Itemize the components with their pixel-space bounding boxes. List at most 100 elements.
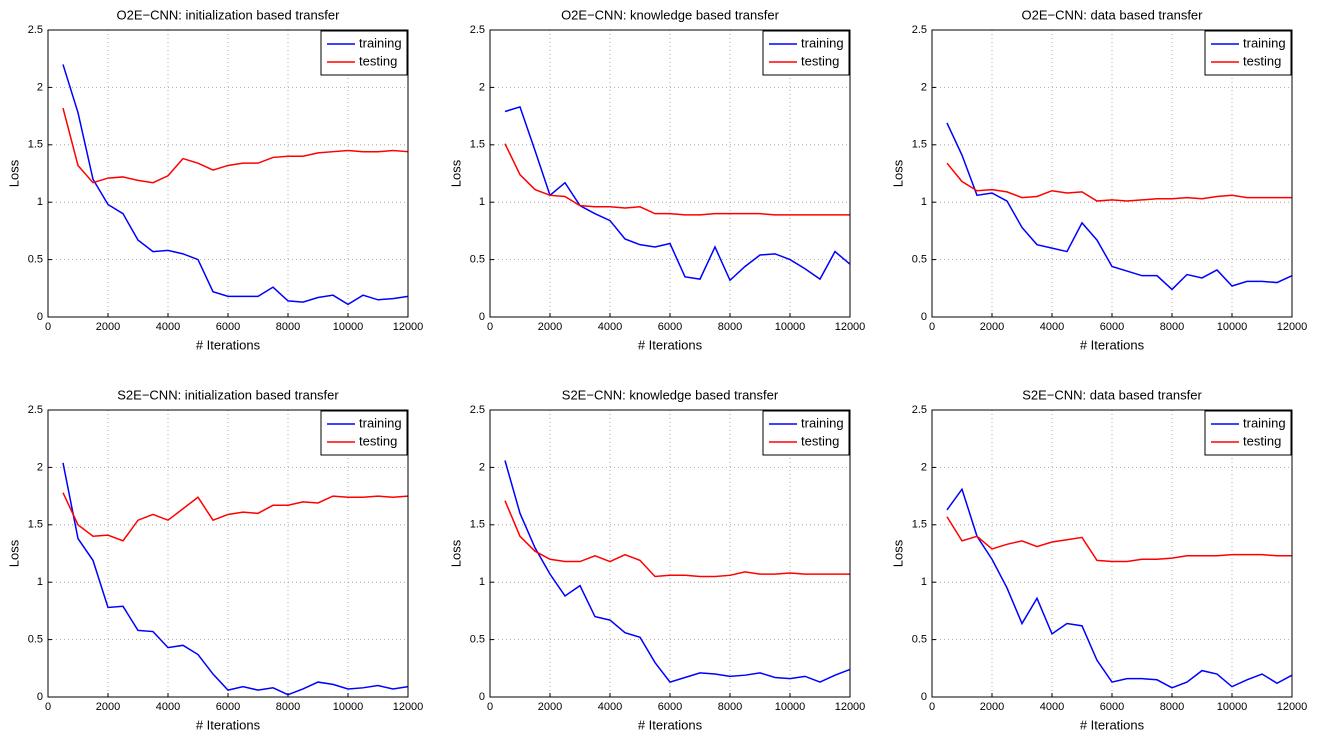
x-tick-label: 4000 [156, 321, 180, 333]
x-tick-label: 2000 [980, 701, 1004, 713]
y-tick-label: 2 [37, 461, 43, 473]
plot-area [932, 30, 1292, 317]
series-line [62, 107, 409, 184]
x-tick-label: 12000 [1277, 701, 1308, 713]
x-tick-label: 2000 [96, 321, 120, 333]
y-tick-label: 2 [479, 461, 485, 473]
axes-box [47, 29, 409, 318]
legend-box [1204, 30, 1292, 76]
plot-area [48, 30, 408, 317]
y-tick-label: 0 [921, 691, 927, 703]
y-axis-label: Loss [448, 539, 463, 567]
y-tick-label: 2 [921, 461, 927, 473]
y-tick-label: 0 [479, 691, 485, 703]
x-tick-label: 10000 [1217, 321, 1248, 333]
y-tick-label: 1.5 [28, 139, 43, 151]
chart-title: O2E−CNN: knowledge based transfer [561, 7, 780, 22]
series-line [504, 143, 850, 216]
x-tick-label: 12000 [393, 321, 424, 333]
series-line [62, 462, 409, 696]
x-tick-label: 0 [929, 701, 935, 713]
series-line [504, 460, 851, 683]
x-tick-label: 6000 [1100, 321, 1124, 333]
x-tick-label: 8000 [1160, 321, 1184, 333]
x-tick-label: 4000 [1040, 701, 1064, 713]
legend-label: testing [359, 433, 397, 448]
x-tick-label: 0 [45, 701, 51, 713]
plot-area [490, 410, 850, 697]
x-tick-label: 6000 [658, 321, 682, 333]
axes-box [489, 29, 851, 318]
x-tick-label: 2000 [538, 321, 562, 333]
y-tick-label: 2.5 [470, 24, 485, 36]
x-tick-label: 8000 [718, 701, 742, 713]
x-axis-label: # Iterations [1080, 717, 1145, 732]
y-tick-label: 0.5 [470, 634, 485, 646]
legend-box [762, 410, 850, 456]
legend-label: testing [801, 53, 839, 68]
axes-box [931, 409, 1293, 698]
series-line [946, 487, 1293, 689]
y-tick-label: 1.5 [470, 139, 485, 151]
x-tick-label: 6000 [1100, 701, 1124, 713]
x-axis-label: # Iterations [638, 717, 703, 732]
y-axis-label: Loss [448, 159, 463, 187]
legend-label: training [1243, 415, 1286, 430]
legend-box [1204, 410, 1292, 456]
y-tick-label: 0 [921, 311, 927, 323]
legend-box [320, 30, 408, 76]
legend-label: training [359, 415, 402, 430]
x-tick-label: 0 [487, 701, 493, 713]
y-tick-label: 2.5 [470, 404, 485, 416]
y-tick-label: 1 [479, 196, 485, 208]
x-tick-label: 8000 [718, 321, 742, 333]
plot-area [932, 410, 1292, 697]
x-tick-label: 8000 [276, 701, 300, 713]
y-axis-label: Loss [6, 539, 21, 567]
y-tick-label: 1 [921, 576, 927, 588]
x-tick-label: 8000 [1160, 701, 1184, 713]
y-tick-label: 1 [37, 576, 43, 588]
y-axis-label: Loss [6, 159, 21, 187]
series-line [946, 516, 1292, 563]
y-tick-label: 1.5 [28, 519, 43, 531]
series-line [504, 105, 851, 282]
legend-label: training [359, 35, 402, 50]
y-tick-label: 2.5 [28, 24, 43, 36]
x-tick-label: 0 [45, 321, 51, 333]
legend-label: training [801, 415, 844, 430]
y-tick-label: 2.5 [912, 404, 927, 416]
y-tick-label: 1 [921, 196, 927, 208]
y-tick-label: 2.5 [28, 404, 43, 416]
x-tick-label: 10000 [333, 321, 364, 333]
chart-title: S2E−CNN: knowledge based transfer [562, 387, 779, 402]
y-tick-label: 1.5 [470, 519, 485, 531]
chart-title: S2E−CNN: data based transfer [1022, 387, 1202, 402]
legend-box [762, 30, 850, 76]
y-tick-label: 1.5 [912, 139, 927, 151]
plot-area [490, 30, 850, 317]
legend-label: testing [1243, 53, 1281, 68]
y-axis-label: Loss [890, 159, 905, 187]
chart-title: S2E−CNN: initialization based transfer [117, 387, 339, 402]
x-tick-label: 6000 [216, 321, 240, 333]
y-tick-label: 1.5 [912, 519, 927, 531]
y-tick-label: 0 [479, 311, 485, 323]
y-tick-label: 2 [921, 81, 927, 93]
y-tick-label: 1 [479, 576, 485, 588]
x-tick-label: 10000 [333, 701, 364, 713]
y-tick-label: 2.5 [912, 24, 927, 36]
chart-title: O2E−CNN: data based transfer [1021, 7, 1203, 22]
series-line [946, 162, 1292, 202]
x-tick-label: 4000 [156, 701, 180, 713]
x-tick-label: 10000 [775, 701, 806, 713]
x-tick-label: 0 [487, 321, 493, 333]
y-tick-label: 0 [37, 691, 43, 703]
series-line [504, 500, 850, 578]
y-tick-label: 0.5 [912, 634, 927, 646]
y-tick-label: 0.5 [28, 634, 43, 646]
x-tick-label: 4000 [598, 701, 622, 713]
x-axis-label: # Iterations [638, 337, 703, 352]
